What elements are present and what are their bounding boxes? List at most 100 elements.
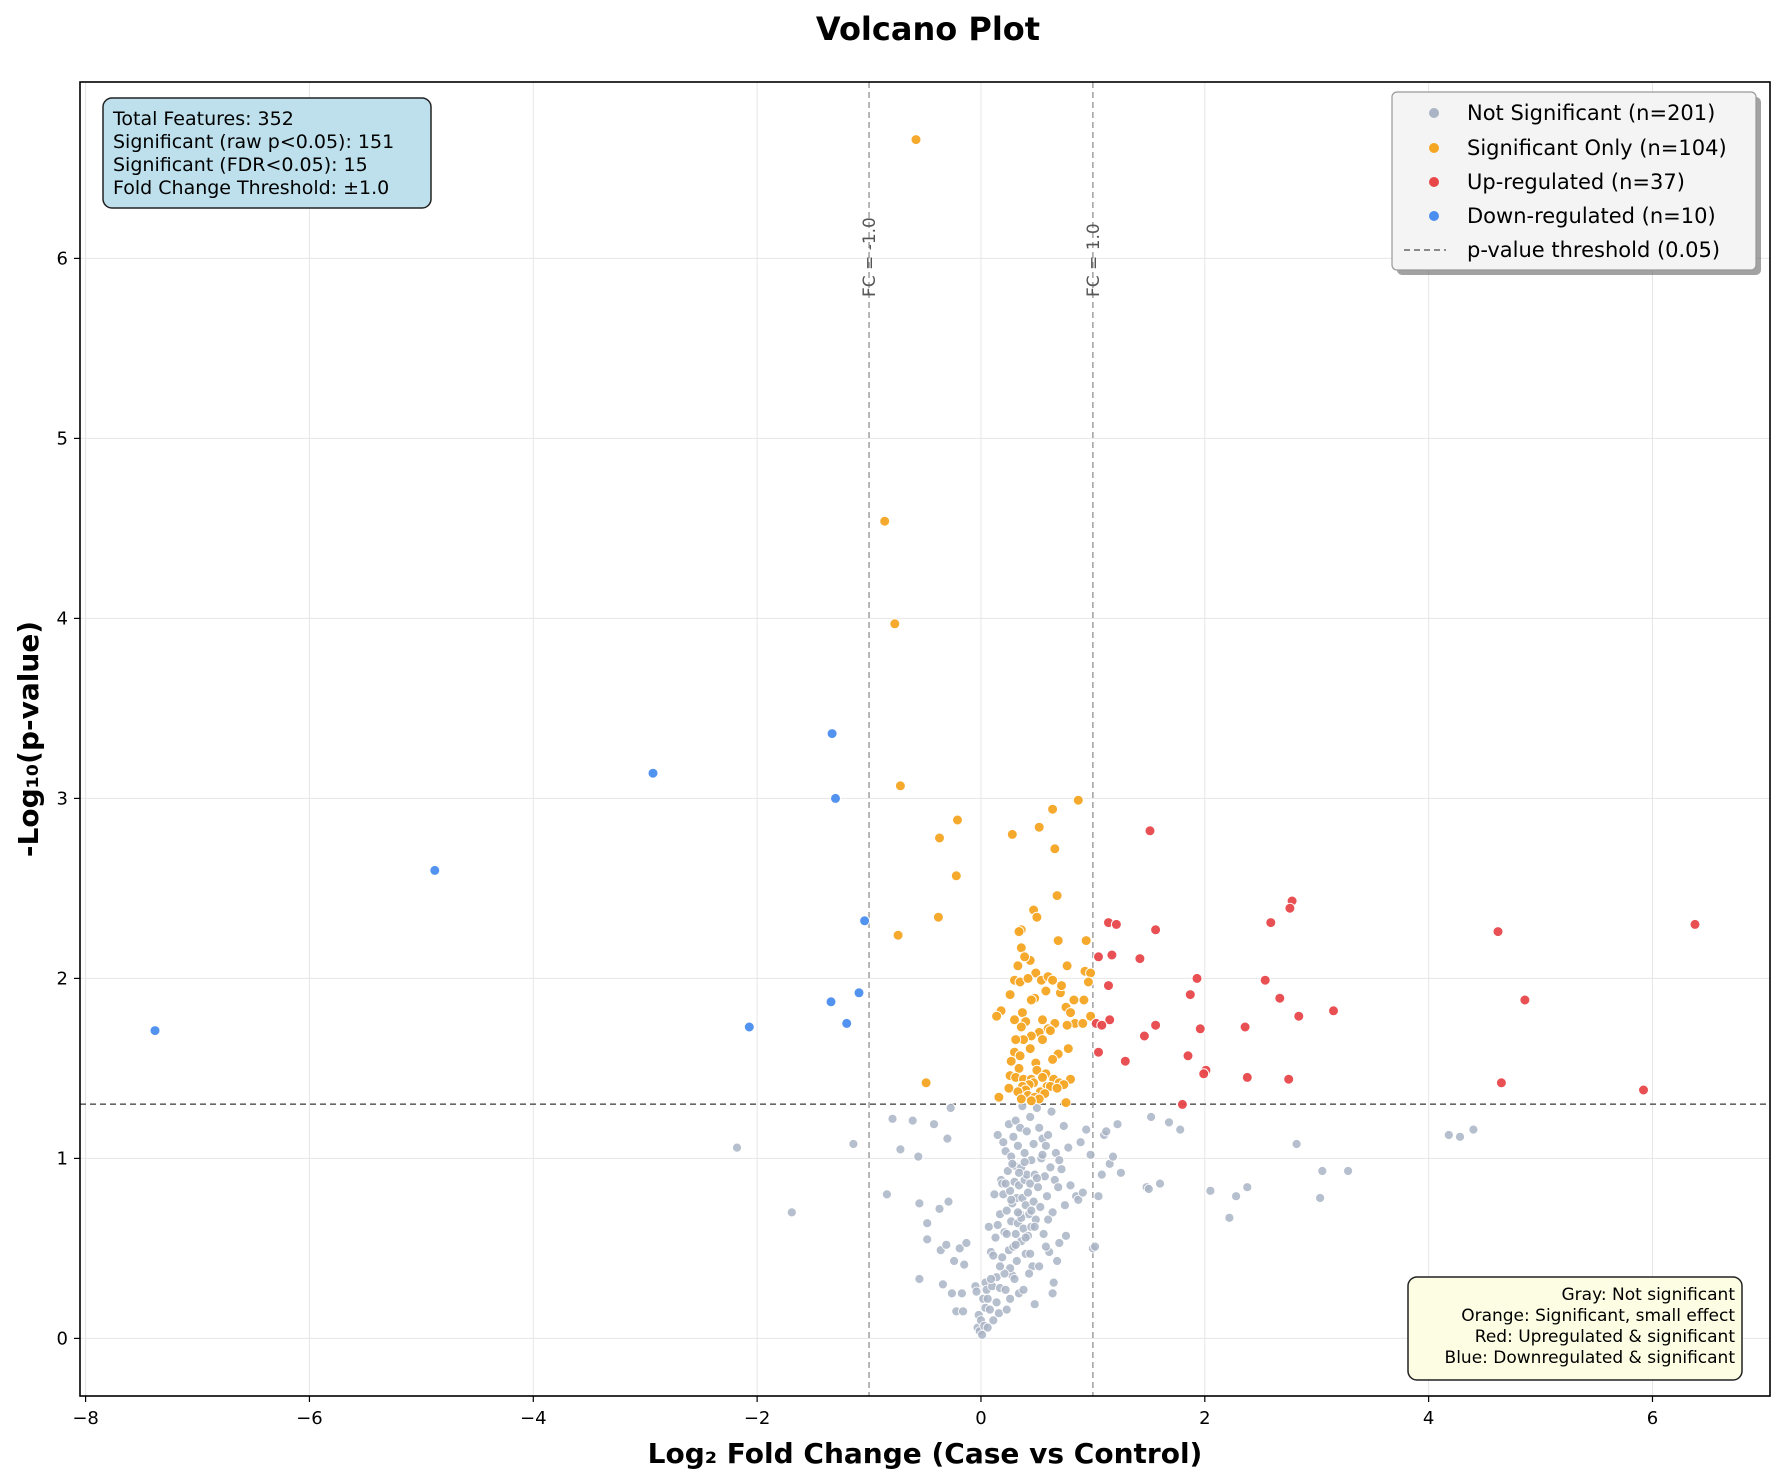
data-point [1073,1194,1084,1205]
data-point [1005,1293,1016,1304]
data-point [994,1261,1006,1272]
data-point [1013,1062,1025,1074]
data-point [1010,1115,1021,1126]
data-point [1052,1255,1063,1267]
data-point [889,618,901,630]
data-point [1175,1124,1186,1135]
data-point [1040,1140,1052,1151]
y-tick-label: 1 [57,1148,68,1169]
data-point [1022,972,1034,984]
info-total-features: Total Features: 352 [112,108,294,130]
data-point [1047,803,1059,815]
data-point [1106,949,1118,961]
data-point [934,1203,945,1214]
data-point [949,1255,960,1267]
legend-label-significant-only: Significant Only (n=104) [1467,136,1727,160]
data-point [1020,1232,1031,1243]
data-points [149,134,1701,1340]
data-point [1082,976,1094,988]
legend-label-p-threshold: p-value threshold (0.05) [1467,238,1720,262]
data-point [914,1273,925,1285]
data-point [1085,1149,1096,1160]
data-point [1081,1124,1092,1135]
data-point [946,1288,958,1299]
data-point [1454,1131,1466,1142]
data-point [1096,1169,1107,1180]
note-blue: Blue: Downregulated & significant [1445,1348,1736,1368]
data-point [922,1234,933,1245]
x-tick-label: 2 [1199,1408,1210,1429]
data-point [1077,1017,1089,1029]
data-point [1184,989,1196,1001]
data-point [1150,1019,1162,1031]
data-point [992,1129,1003,1141]
legend-marker-down-regulated [1429,211,1439,221]
data-point [1045,1162,1056,1173]
data-point [1080,935,1092,947]
data-point [1001,1228,1012,1240]
data-point [1047,974,1059,986]
data-point [989,1189,1000,1200]
data-point [1037,1071,1048,1083]
note-red: Red: Upregulated & significant [1475,1327,1736,1347]
data-point [149,1025,161,1037]
data-point [1012,1140,1024,1151]
data-point [1072,794,1084,806]
data-point [1043,1214,1054,1225]
data-point [1019,1156,1030,1168]
data-point [993,1091,1005,1103]
data-point [841,1017,853,1029]
data-point [1101,1126,1112,1137]
data-point [1495,1077,1507,1089]
y-tick-label: 2 [57,968,68,989]
data-point [937,1279,949,1290]
data-point [1041,1191,1053,1202]
y-tick-label: 4 [57,608,68,629]
data-point [1008,1131,1019,1142]
threshold-lines: FC = -1.0 FC = 1.0 [80,82,1770,1396]
y-tick-label: 3 [57,788,68,809]
data-point [1112,1119,1123,1130]
x-tick-label: −6 [296,1408,323,1429]
data-point [1060,1097,1072,1109]
data-point [1154,1178,1166,1189]
data-point [786,1207,797,1218]
data-point [1007,1158,1018,1169]
data-point [1191,972,1203,984]
data-point [1004,989,1016,1001]
data-point [1001,1304,1012,1315]
data-point [1015,1021,1027,1033]
data-point [1274,992,1286,1004]
data-point [1037,1034,1048,1046]
data-point [1115,1167,1127,1178]
legend-label-not-significant: Not Significant (n=201) [1467,101,1715,125]
data-point [1018,1284,1029,1295]
data-point [1062,1043,1074,1055]
data-point [1030,967,1042,979]
data-point [943,1196,954,1207]
data-point [1046,1106,1057,1117]
data-point [1239,1021,1251,1033]
data-point [1119,1055,1131,1067]
data-point [1012,960,1024,972]
x-tick-label: 0 [975,1408,986,1429]
data-point [1000,1284,1011,1295]
data-point [1013,1167,1025,1178]
data-point [1006,828,1018,840]
data-point [1034,1122,1045,1133]
data-point [992,1219,1003,1231]
data-point [1047,1053,1059,1065]
data-point [1032,1182,1044,1193]
data-point [1068,994,1080,1006]
data-point [1283,1073,1295,1085]
legend-marker-significant-only [1429,143,1439,153]
data-point [1242,1182,1253,1193]
x-tick-label: 6 [1647,1408,1658,1429]
data-point [830,792,841,804]
data-point [1090,1241,1101,1252]
data-point [1096,1019,1108,1031]
y-axis-label: -Log₁₀(p-value) [12,621,45,857]
data-point [1016,1007,1028,1019]
data-point [1015,1093,1027,1105]
